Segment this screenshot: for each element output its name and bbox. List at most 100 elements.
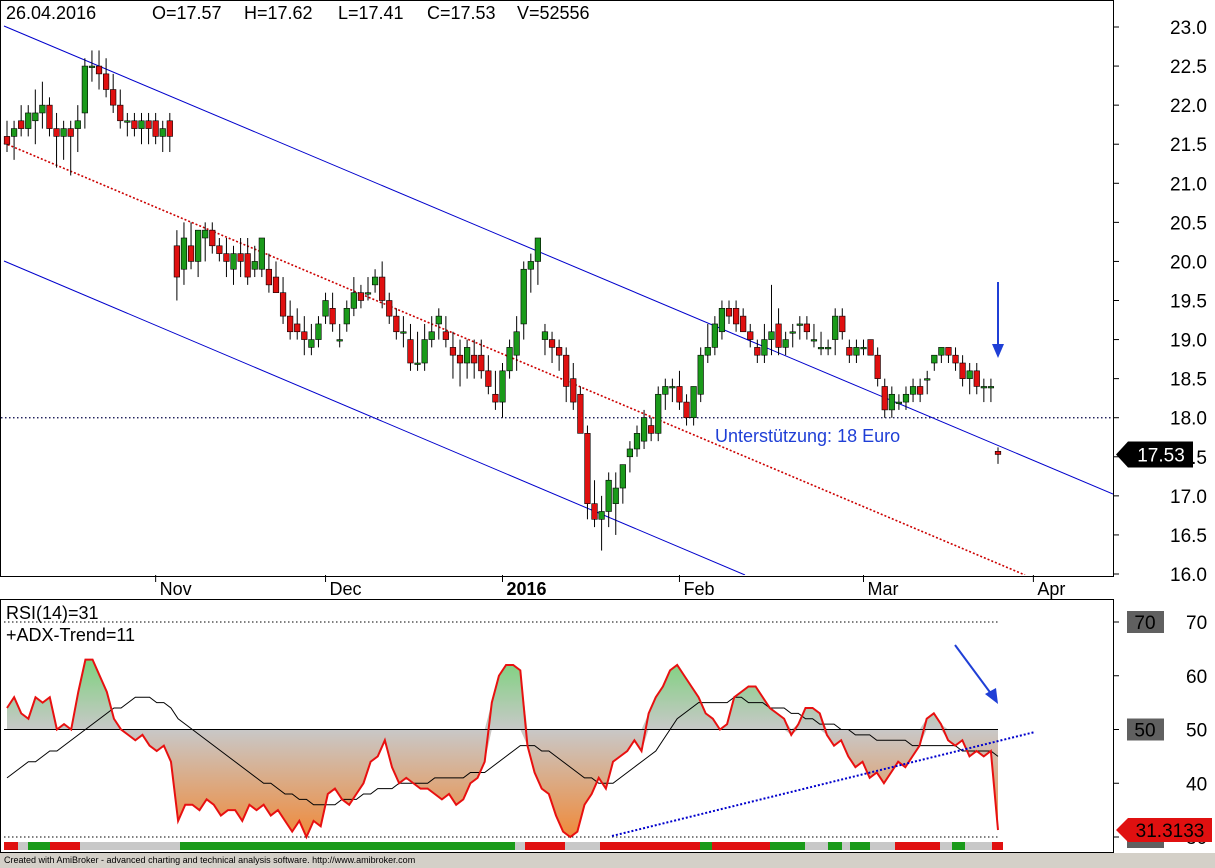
candle-body bbox=[131, 120, 138, 129]
candle-body bbox=[853, 347, 860, 356]
candle-body bbox=[492, 393, 499, 403]
candle-body bbox=[428, 331, 435, 340]
candle-body bbox=[138, 120, 145, 129]
candle-body bbox=[902, 393, 910, 403]
candle-body bbox=[442, 331, 449, 340]
rsi-last-value-marker bbox=[1116, 818, 1212, 843]
rsi-fill-above bbox=[7, 659, 998, 730]
candle-body bbox=[103, 73, 110, 90]
price-tick-label: 19.5 bbox=[1170, 292, 1207, 313]
candle-body bbox=[648, 425, 655, 434]
x-tick-label: 2016 bbox=[507, 579, 547, 599]
state-strip-segment bbox=[4, 842, 18, 850]
candle-body bbox=[81, 65, 88, 114]
price-tick-label: 16.5 bbox=[1170, 526, 1207, 547]
candle-body bbox=[959, 362, 966, 379]
candle-body bbox=[563, 354, 570, 387]
candle-body bbox=[216, 245, 223, 254]
candle-body bbox=[697, 354, 704, 395]
candle-body bbox=[888, 393, 895, 411]
state-strip-segment bbox=[940, 842, 952, 850]
last-price-label: 17.53 bbox=[1137, 445, 1185, 466]
candle-body bbox=[895, 401, 902, 404]
candle-body bbox=[301, 331, 308, 340]
rsi-tick-label: 60 bbox=[1186, 667, 1207, 688]
candle-body bbox=[350, 292, 357, 309]
candle-body bbox=[782, 339, 789, 348]
state-strip-segment bbox=[992, 842, 1003, 850]
candle-body bbox=[711, 323, 718, 348]
rsi-last-value-label: 31.3133 bbox=[1136, 821, 1205, 842]
candle-body bbox=[633, 433, 641, 450]
header-high: H=17.62 bbox=[244, 3, 313, 23]
rsi-line bbox=[6, 658, 999, 840]
candle-body bbox=[124, 120, 131, 123]
candle-body bbox=[832, 315, 839, 340]
channel-lower-line bbox=[3, 260, 746, 575]
candle-body bbox=[393, 315, 400, 333]
state-strip-segment bbox=[965, 842, 992, 850]
candle-body bbox=[747, 331, 754, 340]
candle-body bbox=[924, 378, 931, 381]
candle-body bbox=[25, 112, 32, 129]
candle-body bbox=[867, 339, 874, 356]
price-layer bbox=[1, 25, 1113, 575]
candle-body bbox=[117, 104, 124, 122]
candle-body bbox=[980, 386, 987, 389]
candle-body bbox=[265, 268, 273, 286]
candle-body bbox=[732, 308, 740, 325]
price-tick-label: 23.0 bbox=[1170, 18, 1207, 39]
candle-body bbox=[449, 347, 457, 356]
candle-body bbox=[718, 308, 726, 333]
price-tick-label: 21.5 bbox=[1170, 135, 1207, 156]
candle-body bbox=[60, 128, 67, 137]
rsi-tick-label: 70 bbox=[1186, 613, 1207, 634]
last-price-marker bbox=[1116, 441, 1193, 468]
candle-body bbox=[202, 229, 209, 239]
candle-body bbox=[810, 339, 818, 342]
candle-body bbox=[966, 370, 973, 379]
candle-body bbox=[173, 245, 180, 278]
candle-body bbox=[95, 65, 103, 75]
candle-body bbox=[640, 417, 648, 442]
candle-body bbox=[152, 120, 159, 137]
footer-text: Created with AmiBroker - advanced charti… bbox=[4, 855, 416, 865]
state-strip-segment bbox=[828, 842, 842, 850]
candle-body bbox=[279, 292, 287, 317]
candle-body bbox=[287, 315, 294, 333]
candle-body bbox=[987, 386, 995, 389]
x-tick-label: Nov bbox=[160, 579, 192, 599]
candle-body bbox=[839, 315, 846, 333]
candle-body bbox=[67, 128, 74, 137]
rsi-level-label: 50 bbox=[1134, 721, 1155, 742]
candle-body bbox=[655, 393, 662, 434]
candle-body bbox=[46, 104, 53, 129]
header-open: O=17.57 bbox=[152, 3, 222, 23]
rsi-title: RSI(14)=31 bbox=[6, 603, 99, 623]
candle-body bbox=[464, 347, 471, 364]
candle-body bbox=[952, 354, 959, 364]
candle-body bbox=[577, 393, 584, 434]
price-tick-label: 21.0 bbox=[1170, 174, 1207, 195]
candle-body bbox=[180, 237, 188, 270]
state-strip-segment bbox=[600, 842, 700, 850]
candle-body bbox=[520, 268, 527, 325]
candle-body bbox=[938, 347, 945, 356]
header-date: 26.04.2016 bbox=[6, 3, 96, 23]
candle-body bbox=[570, 378, 577, 403]
candle-body bbox=[223, 253, 230, 262]
header-close: C=17.53 bbox=[427, 3, 496, 23]
candle-body bbox=[456, 354, 464, 364]
candle-body bbox=[768, 331, 775, 340]
candle-body bbox=[704, 347, 711, 356]
candle-body bbox=[548, 339, 556, 348]
candle-body bbox=[195, 229, 202, 262]
adx-title: +ADX-Trend=11 bbox=[6, 625, 135, 645]
rsi-arrow-head bbox=[985, 688, 998, 704]
rsi-fill-below bbox=[7, 729, 998, 837]
x-tick-label: Mar bbox=[868, 579, 899, 599]
candle-body bbox=[860, 347, 867, 350]
candle-body bbox=[53, 128, 60, 137]
footer-bar: Created with AmiBroker - advanced charti… bbox=[0, 853, 1215, 868]
